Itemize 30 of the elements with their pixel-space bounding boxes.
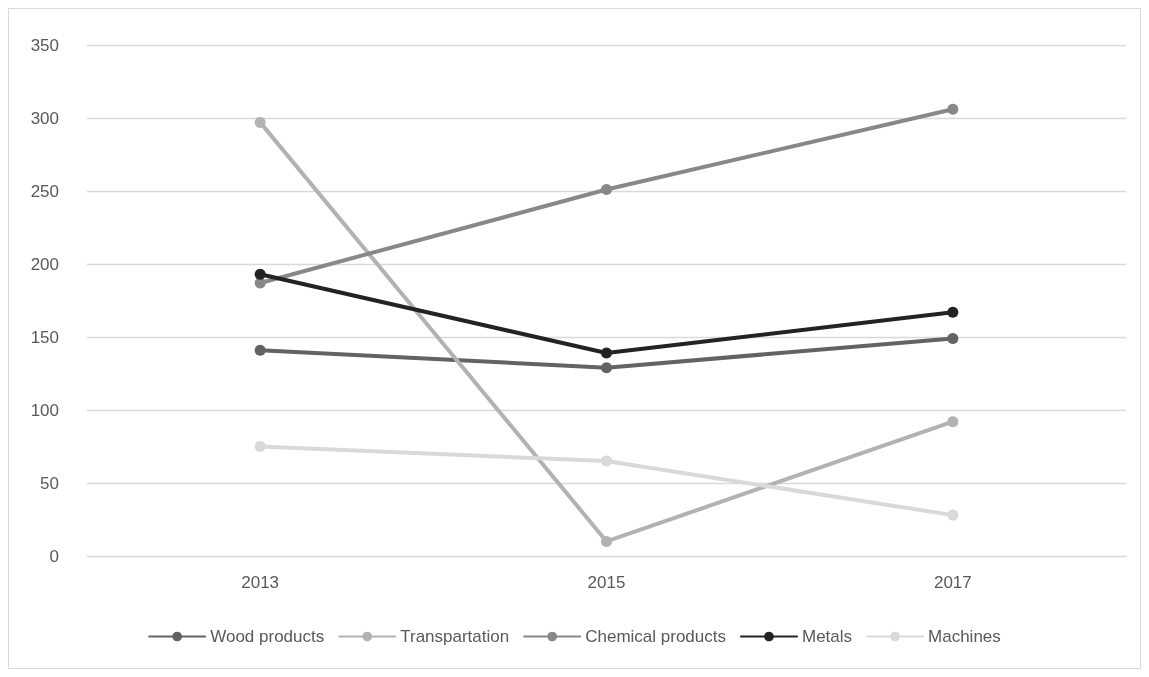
- legend-label: Metals: [801, 627, 853, 646]
- point: [601, 455, 612, 467]
- point: [601, 362, 612, 374]
- point: [947, 332, 959, 344]
- point: [947, 306, 959, 318]
- point: [601, 347, 612, 359]
- y-tick-label: 200: [30, 254, 59, 274]
- point: [254, 344, 266, 356]
- point: [601, 535, 612, 547]
- y-tick-label: 0: [49, 546, 59, 566]
- x-tick-label: 2015: [587, 573, 626, 592]
- legend-label: Wood products: [210, 627, 325, 646]
- point: [254, 441, 266, 452]
- x-tick-label: 2017: [933, 573, 972, 592]
- point: [601, 184, 612, 196]
- y-tick-label: 150: [30, 327, 59, 347]
- legend-label: Chemical products: [585, 627, 726, 646]
- legend-label: Transpartation: [400, 627, 510, 646]
- y-tick-label: 350: [30, 35, 59, 55]
- y-tick-label: 300: [30, 108, 59, 128]
- y-tick-label: 100: [30, 400, 59, 420]
- y-tick-label: 50: [40, 473, 59, 493]
- legend-label: Machines: [928, 627, 1001, 646]
- point: [947, 509, 959, 521]
- point: [254, 268, 266, 280]
- point: [947, 103, 959, 115]
- point: [254, 116, 266, 128]
- point: [947, 416, 959, 428]
- y-tick-label: 250: [30, 181, 59, 201]
- x-tick-label: 2013: [241, 573, 280, 592]
